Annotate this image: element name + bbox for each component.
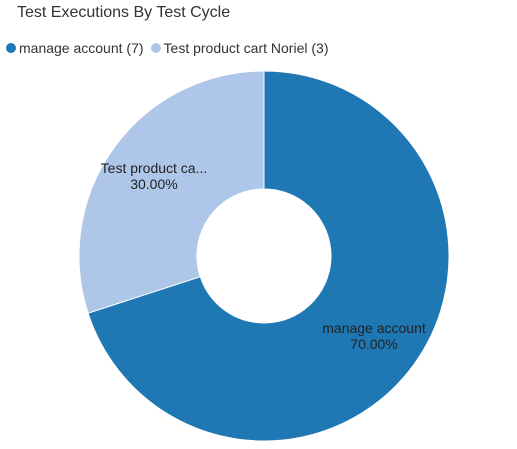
slice-label-test-product-cart: Test product ca...: [101, 160, 208, 176]
legend-swatch-manage-account: [6, 43, 16, 53]
legend-label-manage-account: manage account (7): [19, 40, 144, 56]
slice-percent-manage-account: 70.00%: [350, 336, 397, 352]
slice-label-manage-account: manage account: [322, 320, 426, 336]
chart-legend: manage account (7) Test product cart Nor…: [6, 39, 335, 57]
legend-item-test-product-cart[interactable]: Test product cart Noriel (3): [150, 40, 329, 56]
donut-slice-manage-account[interactable]: [87, 70, 450, 442]
legend-label-test-product-cart: Test product cart Noriel (3): [163, 40, 329, 56]
slice-percent-test-product-cart: 30.00%: [130, 176, 177, 192]
legend-swatch-test-product-cart: [150, 43, 161, 53]
legend-item-manage-account[interactable]: manage account (7): [6, 40, 144, 56]
chart-title: Test Executions By Test Cycle: [17, 4, 231, 21]
donut-slice-test-product-cart[interactable]: [78, 70, 265, 314]
